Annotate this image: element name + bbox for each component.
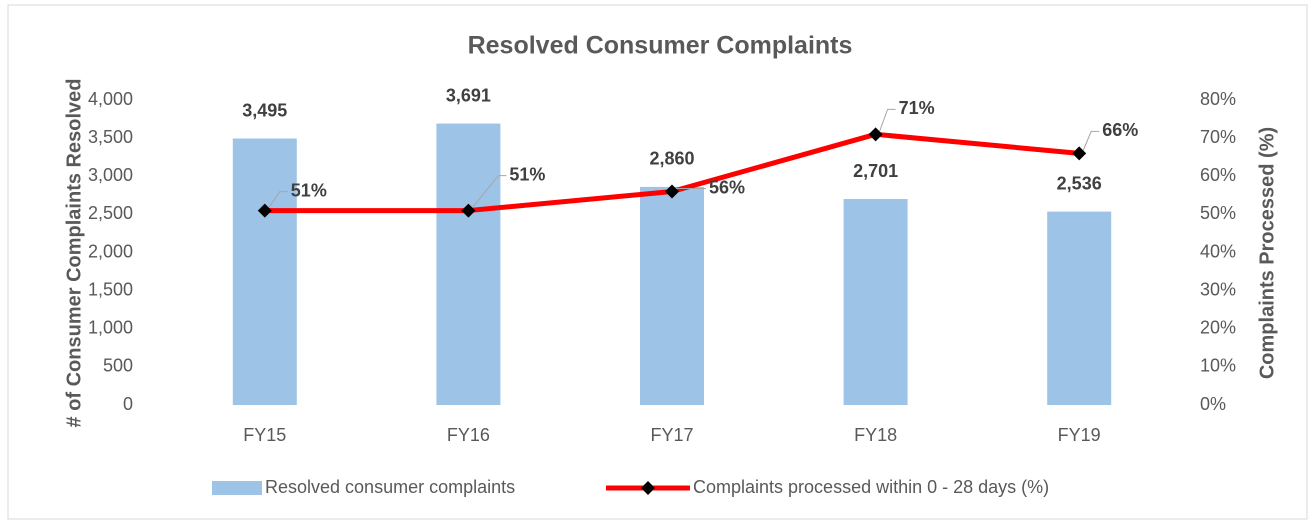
data-label: 51% <box>509 164 545 184</box>
data-label: 56% <box>709 177 745 197</box>
data-label: 71% <box>899 98 935 118</box>
y-tick-label: 2,500 <box>88 203 133 223</box>
x-tick-label: FY18 <box>854 425 897 445</box>
legend-label: Complaints processed within 0 - 28 days … <box>693 477 1049 497</box>
data-label: 3,495 <box>242 100 287 120</box>
x-tick-label: FY15 <box>243 425 286 445</box>
y2-tick-label: 80% <box>1200 89 1236 109</box>
y-tick-label: 0 <box>123 394 133 414</box>
y2-tick-label: 60% <box>1200 165 1236 185</box>
y2-tick-label: 40% <box>1200 241 1236 261</box>
data-label: 3,691 <box>446 85 491 105</box>
bar <box>1047 211 1112 405</box>
marker <box>868 127 883 142</box>
y-tick-label: 4,000 <box>88 89 133 109</box>
marker <box>1072 146 1087 161</box>
y-tick-label: 2,000 <box>88 241 133 261</box>
y2-tick-label: 30% <box>1200 279 1236 299</box>
y2-tick-label: 10% <box>1200 356 1236 376</box>
leader-line <box>268 191 288 208</box>
x-tick-label: FY16 <box>447 425 490 445</box>
legend-swatch <box>212 481 262 495</box>
leader-line <box>1082 130 1100 151</box>
y-tick-label: 3,500 <box>88 127 133 147</box>
y-tick-label: 3,000 <box>88 165 133 185</box>
data-label: 2,701 <box>853 161 898 181</box>
data-label: 66% <box>1102 120 1138 140</box>
data-label: 2,536 <box>1057 173 1102 193</box>
x-tick-label: FY19 <box>1058 425 1101 445</box>
y2-tick-label: 0% <box>1200 394 1226 414</box>
data-label: 51% <box>291 180 327 200</box>
y2-tick-label: 70% <box>1200 127 1236 147</box>
marker <box>665 184 679 199</box>
marker <box>257 203 272 218</box>
y-tick-label: 500 <box>103 356 133 376</box>
data-label: 2,860 <box>649 149 694 169</box>
leader-line <box>879 108 896 132</box>
y2-tick-label: 50% <box>1200 203 1236 223</box>
x-tick-label: FY17 <box>650 425 693 445</box>
bar <box>640 186 704 405</box>
bar <box>436 123 501 405</box>
leader-line <box>472 175 507 208</box>
legend-label: Resolved consumer complaints <box>265 477 515 497</box>
y-axis-title: # of Consumer Complaints Resolved <box>63 79 85 428</box>
y-tick-label: 1,000 <box>88 318 133 338</box>
legend-marker <box>641 481 655 495</box>
y2-axis-title: Complaints Processed (%) <box>1256 127 1278 379</box>
bar <box>843 199 908 405</box>
y-tick-label: 1,500 <box>88 279 133 299</box>
bar <box>232 138 297 405</box>
y2-tick-label: 20% <box>1200 318 1236 338</box>
marker <box>461 203 476 218</box>
chart-title: Resolved Consumer Complaints <box>468 32 853 60</box>
